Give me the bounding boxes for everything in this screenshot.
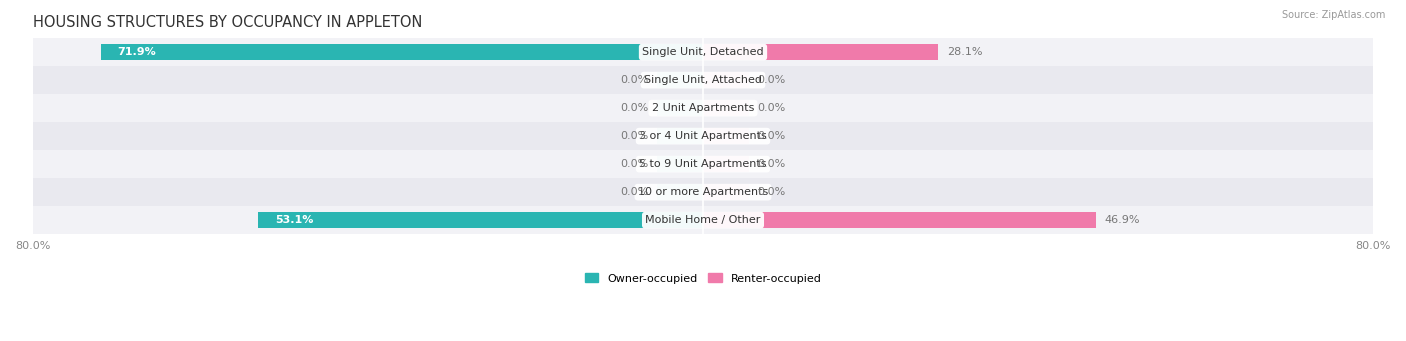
Bar <box>703 212 1095 228</box>
Bar <box>32 66 1374 94</box>
Bar <box>657 184 703 200</box>
Bar <box>32 38 1374 66</box>
Bar <box>32 178 1374 206</box>
Bar <box>32 122 1374 150</box>
Bar <box>657 72 703 88</box>
Bar <box>703 128 749 144</box>
Bar <box>101 44 703 60</box>
Text: 0.0%: 0.0% <box>620 103 648 113</box>
Text: Single Unit, Detached: Single Unit, Detached <box>643 47 763 57</box>
Text: 53.1%: 53.1% <box>274 215 314 225</box>
Bar <box>703 72 749 88</box>
Text: 5 to 9 Unit Apartments: 5 to 9 Unit Apartments <box>640 159 766 169</box>
Legend: Owner-occupied, Renter-occupied: Owner-occupied, Renter-occupied <box>585 273 821 283</box>
Text: 3 or 4 Unit Apartments: 3 or 4 Unit Apartments <box>640 131 766 141</box>
Text: 0.0%: 0.0% <box>758 187 786 197</box>
Bar <box>32 150 1374 178</box>
Text: Source: ZipAtlas.com: Source: ZipAtlas.com <box>1281 10 1385 20</box>
Text: 2 Unit Apartments: 2 Unit Apartments <box>652 103 754 113</box>
Text: 28.1%: 28.1% <box>946 47 983 57</box>
Text: 10 or more Apartments: 10 or more Apartments <box>638 187 768 197</box>
Bar <box>657 156 703 172</box>
Text: 46.9%: 46.9% <box>1104 215 1140 225</box>
Text: 0.0%: 0.0% <box>758 131 786 141</box>
Bar <box>657 128 703 144</box>
Bar <box>703 44 938 60</box>
Text: 0.0%: 0.0% <box>620 159 648 169</box>
Text: Single Unit, Attached: Single Unit, Attached <box>644 75 762 85</box>
Text: 0.0%: 0.0% <box>758 159 786 169</box>
Text: 71.9%: 71.9% <box>117 47 156 57</box>
Bar <box>703 100 749 116</box>
Text: 0.0%: 0.0% <box>620 75 648 85</box>
Bar <box>32 206 1374 234</box>
Text: 0.0%: 0.0% <box>620 131 648 141</box>
Text: Mobile Home / Other: Mobile Home / Other <box>645 215 761 225</box>
Text: HOUSING STRUCTURES BY OCCUPANCY IN APPLETON: HOUSING STRUCTURES BY OCCUPANCY IN APPLE… <box>32 15 422 30</box>
Bar <box>259 212 703 228</box>
Bar <box>657 100 703 116</box>
Bar <box>703 184 749 200</box>
Text: 0.0%: 0.0% <box>758 75 786 85</box>
Text: 0.0%: 0.0% <box>758 103 786 113</box>
Bar <box>32 94 1374 122</box>
Bar <box>703 156 749 172</box>
Text: 0.0%: 0.0% <box>620 187 648 197</box>
